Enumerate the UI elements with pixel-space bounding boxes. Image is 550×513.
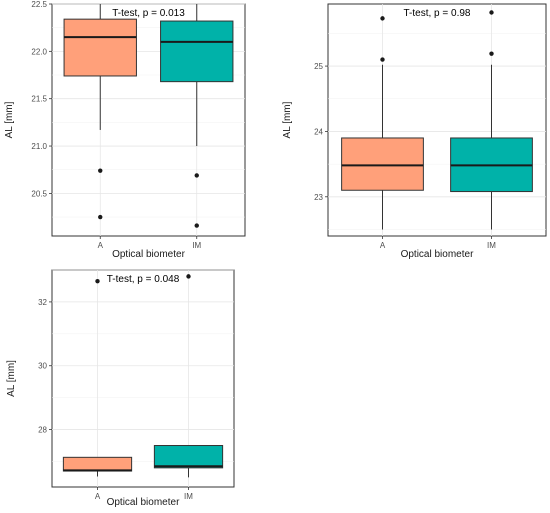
ttest-annotation: T-test, p = 0.98 — [404, 8, 471, 19]
y-tick-label: 30 — [38, 362, 47, 371]
y-tick-label: 22.0 — [31, 47, 47, 56]
outlier-point — [380, 16, 385, 21]
box-iqr — [62, 456, 133, 472]
x-tick-label: A — [380, 241, 386, 250]
outlier-point — [194, 223, 199, 228]
x-tick-label: IM — [184, 492, 193, 501]
box-A — [341, 16, 424, 230]
box-IM — [153, 274, 224, 478]
panel-2: 23 24 25 A IM Optical biometer AL [mm] T-test, … — [282, 3, 547, 260]
ttest-annotation: T-test, p = 0.048 — [107, 274, 180, 285]
box-iqr — [160, 20, 234, 83]
x-tick-label: IM — [192, 241, 201, 250]
outlier-point — [186, 274, 191, 279]
outlier-point — [489, 10, 494, 15]
box-iqr — [341, 137, 424, 191]
x-tick-label: IM — [487, 241, 496, 250]
outlier-point — [98, 168, 103, 173]
y-tick-label: 21.5 — [31, 95, 47, 104]
outlier-point — [489, 51, 494, 56]
y-tick-label: 32 — [38, 298, 47, 307]
x-tick-label: A — [98, 241, 104, 250]
box-iqr — [153, 445, 224, 469]
outlier-point — [98, 214, 103, 220]
panel-1: 20.5 21.0 21.5 22.0 22.5 A IM Optical biometer A… — [4, 0, 246, 260]
box-IM — [450, 10, 533, 230]
box-A — [62, 278, 133, 477]
x-axis-title: Optical biometer — [401, 249, 474, 260]
outlier-point — [194, 173, 199, 178]
x-axis-title: Optical biometer — [107, 497, 180, 508]
box-A — [63, 4, 137, 220]
y-tick-label: 21.0 — [31, 142, 47, 151]
panel-background — [327, 3, 547, 237]
x-axis-title: Optical biometer — [112, 249, 185, 260]
y-tick-label: 24 — [314, 127, 323, 136]
y-tick-label: 20.5 — [31, 189, 47, 198]
outlier-point — [380, 57, 385, 62]
y-tick-label: 28 — [38, 426, 47, 435]
box-IM — [160, 4, 234, 228]
x-tick-label: A — [95, 492, 101, 501]
y-axis-title: AL [mm] — [282, 101, 293, 138]
box-iqr — [63, 18, 137, 77]
y-tick-label: 22.5 — [31, 0, 47, 9]
ttest-annotation: T-test, p = 0.013 — [112, 8, 185, 19]
y-tick-label: 25 — [314, 62, 323, 71]
y-axis-title: AL [mm] — [4, 101, 15, 138]
y-tick-label: 23 — [314, 193, 323, 202]
panel-3: 28 30 32 A IM Optical biometer AL [mm] T-test, … — [6, 269, 235, 508]
outlier-point — [95, 278, 100, 284]
y-axis-title: AL [mm] — [6, 360, 17, 397]
